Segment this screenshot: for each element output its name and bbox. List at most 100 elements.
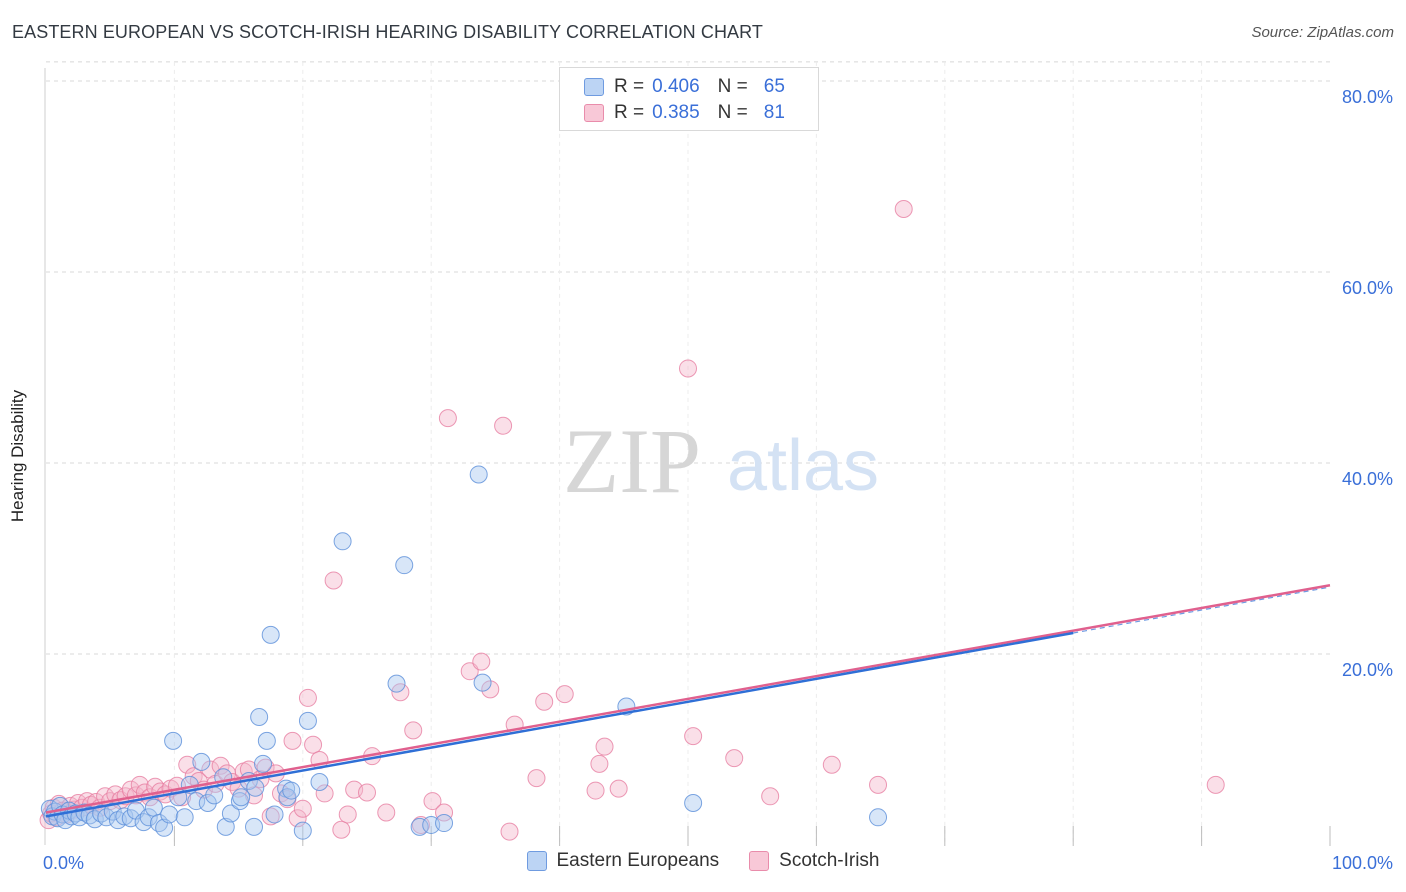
legend-label: Eastern Europeans (556, 850, 720, 871)
scotch-irish-point (894, 199, 913, 218)
axes (44, 68, 1331, 846)
scotch-irish-point (332, 820, 351, 839)
eastern-europeans-point (298, 711, 317, 730)
eastern-europeans-point (293, 821, 312, 840)
watermark-zip: ZIP (563, 410, 701, 512)
scotch-irish-point (178, 755, 197, 774)
eastern-europeans-point (684, 793, 703, 812)
scotch-irish-point (211, 756, 230, 775)
watermark: ZIP atlas (563, 410, 879, 512)
eastern-europeans-point (187, 792, 206, 811)
eastern-europeans-point (250, 708, 269, 727)
scotch-irish-point (869, 775, 888, 794)
y-tick-label: 60.0% (1342, 278, 1393, 298)
scotch-irish-point (590, 754, 609, 773)
eastern-europeans-point (395, 556, 414, 575)
scotch-irish-point (761, 787, 780, 806)
eastern-europeans-point (469, 465, 488, 484)
scotch-irish-point (481, 680, 500, 699)
eastern-europeans-point (257, 731, 276, 750)
eastern-europeans-trend-line (45, 631, 1074, 818)
eastern-europeans-point (164, 731, 183, 750)
y-tick-label: 40.0% (1342, 469, 1393, 489)
r-label: R = (614, 102, 645, 123)
scotch-irish-point (304, 735, 323, 754)
trend-lines (45, 584, 1331, 818)
stats-legend: R = 0.406 N = 65 R = 0.385 N = 81 (559, 67, 819, 131)
scotch-irish-point (293, 799, 312, 818)
eastern-europeans-point (410, 817, 429, 836)
eastern-europeans-point (435, 814, 454, 833)
chart-title: EASTERN EUROPEAN VS SCOTCH-IRISH HEARING… (12, 22, 764, 42)
scotch-irish-point (535, 692, 554, 711)
scotch-irish-point (146, 777, 165, 796)
scotch-irish-point (555, 685, 574, 704)
stats-row-scotch-irish: R = 0.385 N = 81 (584, 101, 785, 125)
eastern-europeans-point (134, 813, 153, 832)
scotch-irish-point (822, 755, 841, 774)
blue-swatch (584, 78, 604, 96)
legend-label: Scotch-Irish (779, 850, 880, 871)
eastern-europeans-point (387, 674, 406, 693)
eastern-europeans-point (869, 808, 888, 827)
scotch-irish-point (358, 783, 376, 802)
n-label: N = (717, 76, 748, 97)
r-value: 0.406 (652, 76, 700, 97)
r-label: R = (614, 76, 645, 97)
eastern-europeans-point (246, 778, 265, 797)
eastern-europeans-point (333, 532, 352, 551)
scotch-irish-point (1206, 775, 1225, 794)
scotch-irish-point (377, 803, 396, 822)
eastern-europeans-point (115, 807, 134, 826)
x-tick-label-max: 100.0% (1332, 853, 1393, 873)
scotch-irish-point (423, 792, 442, 811)
scotch-irish-point (404, 721, 423, 740)
legend-item-eastern-europeans[interactable]: Eastern Europeans (526, 850, 720, 872)
scotch-irish-point (595, 737, 614, 756)
legend-item-scotch-irish[interactable]: Scotch-Irish (749, 850, 879, 872)
eastern-europeans-point (139, 808, 158, 827)
watermark-atlas: atlas (727, 426, 879, 506)
x-tick-label-min: 0.0% (43, 853, 84, 873)
scotch-irish-point (472, 652, 491, 671)
scotch-irish-point (438, 409, 457, 428)
scotch-irish-point (500, 822, 519, 841)
eastern-europeans-point (261, 625, 280, 644)
eastern-europeans-point (192, 752, 211, 771)
scotch-irish-point (679, 359, 697, 378)
eastern-europeans-point (205, 786, 224, 805)
eastern-europeans-point (282, 781, 301, 800)
scotch-irish-point (324, 571, 343, 590)
scotch-irish-point (391, 683, 410, 702)
source-credit: Source: ZipAtlas.com (1251, 24, 1394, 41)
blue-swatch (526, 851, 547, 871)
n-value: 65 (763, 76, 785, 97)
scotch-irish-point (586, 781, 605, 800)
scotch-irish-point (494, 416, 513, 435)
scotch-irish-point (298, 688, 317, 707)
scotch-irish-trend-line (45, 584, 1331, 814)
scotch-irish-point (460, 662, 479, 681)
eastern-europeans-point (245, 817, 264, 836)
n-value: 81 (763, 102, 785, 123)
eastern-europeans-point (155, 818, 174, 837)
eastern-europeans-point (232, 788, 251, 807)
y-tick-label: 80.0% (1342, 87, 1393, 107)
eastern-europeans-point (160, 805, 179, 824)
eastern-europeans-point (253, 754, 272, 773)
scotch-irish-point (684, 727, 703, 746)
y-tick-label: 20.0% (1342, 660, 1393, 680)
pink-swatch (584, 104, 604, 122)
eastern-europeans-point (198, 793, 217, 812)
pink-swatch (749, 851, 770, 871)
eastern-europeans-point (216, 817, 235, 836)
scotch-irish-point (184, 767, 203, 786)
r-value: 0.385 (652, 102, 700, 123)
eastern-europeans-point (221, 804, 240, 823)
scotch-irish-point (435, 803, 454, 822)
eastern-europeans-point (265, 805, 284, 824)
scotch-irish-point (338, 805, 357, 824)
eastern-europeans-point (175, 808, 194, 827)
n-label: N = (717, 102, 748, 123)
